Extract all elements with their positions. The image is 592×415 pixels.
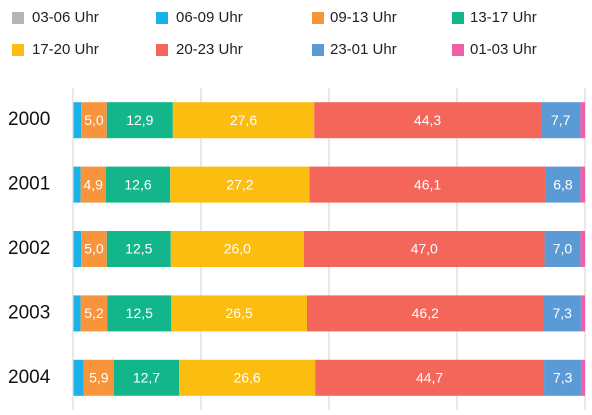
data-label: 46,2 [412, 305, 439, 321]
bar-segment [81, 102, 107, 139]
legend-label: 06-09 Uhr [176, 9, 243, 26]
bar-segment [544, 231, 581, 267]
bar-segment [580, 231, 585, 267]
y-tick-label: 2001 [8, 174, 50, 195]
bar-segment [107, 295, 172, 332]
bar-segment [306, 295, 544, 332]
bar-segment [309, 166, 546, 203]
bar-segment [74, 231, 82, 267]
data-label: 12,9 [126, 112, 153, 128]
bar-segment [83, 359, 114, 396]
bar-segment [74, 295, 81, 332]
bar-segment [73, 359, 75, 396]
legend-swatch [156, 44, 168, 56]
legend-label: 01-03 Uhr [470, 41, 537, 58]
data-label: 7,3 [552, 305, 572, 321]
bar-segment [74, 102, 82, 139]
bar-segment [73, 295, 75, 332]
y-tick-label: 2002 [8, 238, 50, 259]
bar-segment [545, 166, 581, 203]
data-label: 7,0 [553, 241, 573, 257]
y-tick-label: 2000 [8, 109, 50, 130]
data-label: 4,9 [83, 176, 103, 192]
legend-swatch [12, 44, 24, 56]
data-label: 47,0 [411, 241, 438, 257]
data-label: 27,2 [226, 176, 253, 192]
legend-swatch [312, 44, 324, 56]
bar-segment [543, 295, 581, 332]
legend-label: 09-13 Uhr [330, 9, 397, 26]
data-label: 26,5 [226, 305, 253, 321]
data-label: 5,2 [84, 305, 104, 321]
bar-segment [170, 231, 304, 267]
bar-segment [580, 295, 585, 332]
data-label: 12,6 [124, 176, 151, 192]
legend-swatch [312, 12, 324, 24]
legend-label: 03-06 Uhr [32, 9, 99, 26]
bar-segment [314, 102, 541, 139]
bar-segment [315, 359, 545, 396]
legend-swatch [452, 44, 464, 56]
data-label: 5,0 [84, 112, 104, 128]
bar-segment [303, 231, 545, 267]
bar-segment [172, 102, 315, 139]
bar-segment [81, 231, 107, 267]
bar-segment [171, 295, 307, 332]
bar-segment [73, 231, 75, 267]
bar-segment [105, 166, 171, 203]
legend-label: 23-01 Uhr [330, 41, 397, 58]
data-label: 26,6 [233, 370, 260, 386]
bar-segment [73, 166, 75, 203]
data-label: 7,3 [553, 370, 573, 386]
bar-segment [580, 166, 585, 203]
bar-segment [73, 102, 75, 139]
bar-segment [580, 102, 585, 139]
bar-segment [170, 166, 310, 203]
legend-label: 17-20 Uhr [32, 41, 99, 58]
data-label: 12,5 [125, 241, 152, 257]
legend-swatch [156, 12, 168, 24]
data-label: 5,9 [89, 370, 109, 386]
y-tick-label: 2004 [8, 367, 51, 388]
bar-segment [113, 359, 179, 396]
data-label: 26,0 [224, 241, 251, 257]
data-label: 12,7 [133, 370, 160, 386]
bar-segment [544, 359, 582, 396]
bar-segment [80, 166, 106, 203]
bar-segment [106, 231, 171, 267]
data-label: 12,5 [126, 305, 153, 321]
bar-segment [74, 166, 81, 203]
bar-segment [540, 102, 581, 139]
data-label: 44,3 [414, 112, 441, 128]
bar-segment [581, 359, 585, 396]
bar-segment [80, 295, 108, 332]
data-label: 46,1 [414, 176, 441, 192]
data-label: 5,0 [84, 241, 104, 257]
legend-label: 20-23 Uhr [176, 41, 243, 58]
data-label: 27,6 [230, 112, 257, 128]
bar-segment [106, 102, 173, 139]
data-label: 7,7 [551, 112, 571, 128]
data-label: 44,7 [416, 370, 443, 386]
legend-swatch [12, 12, 24, 24]
legend-swatch [452, 12, 464, 24]
legend-label: 13-17 Uhr [470, 9, 537, 26]
data-label: 6,8 [553, 176, 573, 192]
bar-segment [178, 359, 316, 396]
bar-segment [74, 359, 84, 396]
y-tick-label: 2003 [8, 302, 50, 323]
